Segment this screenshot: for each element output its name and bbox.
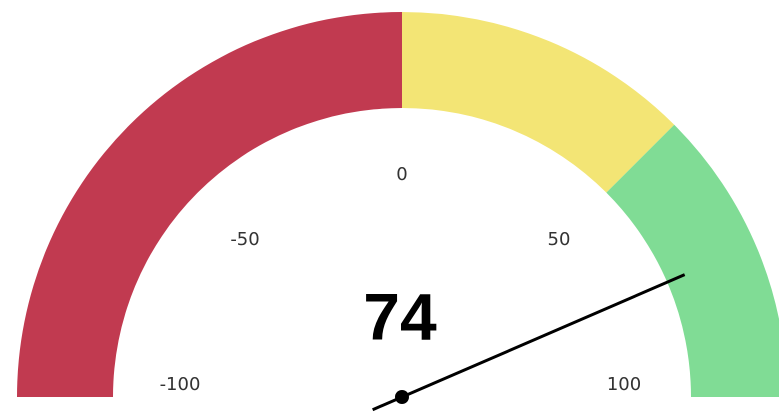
tick-label: -100 [160,374,201,395]
band [606,124,779,397]
band [17,12,402,397]
bands [17,12,779,397]
tick-label: 100 [607,374,641,395]
needle-hub [395,390,409,404]
value-label: 74 [363,279,437,353]
tick-label: -50 [230,229,259,250]
band [402,12,675,193]
tick-label: 50 [548,229,571,250]
tick-label: 0 [396,164,407,185]
needle [372,273,686,412]
